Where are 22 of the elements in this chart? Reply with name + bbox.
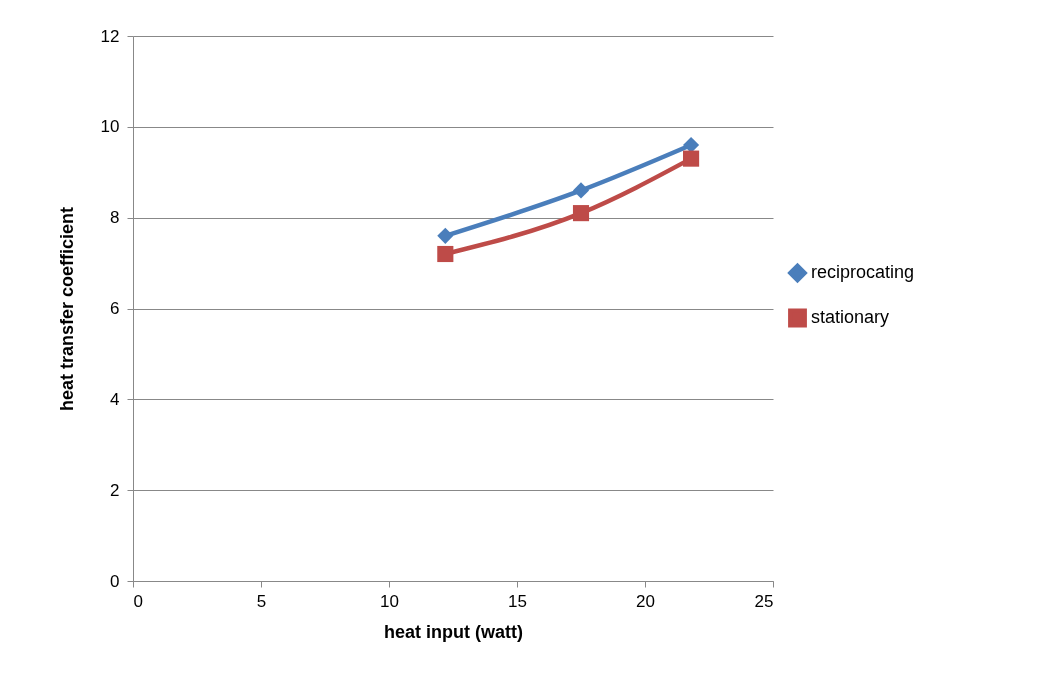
point bbox=[683, 150, 700, 167]
x-tick-label: 10 bbox=[380, 591, 399, 611]
y-tick-label: 0 bbox=[110, 571, 120, 591]
y-tick-label: 12 bbox=[100, 26, 120, 46]
x-tick-label: 15 bbox=[508, 591, 527, 611]
legend-label: reciprocating bbox=[811, 262, 915, 282]
x-tick-label: 0 bbox=[133, 591, 143, 611]
y-tick-label: 6 bbox=[110, 299, 120, 318]
legend-label: stationary bbox=[811, 307, 890, 327]
x-tick-label: 20 bbox=[636, 591, 655, 611]
y-tick-label: 8 bbox=[110, 208, 120, 228]
y-tick-label: 10 bbox=[100, 117, 120, 137]
point bbox=[572, 205, 590, 222]
point bbox=[572, 182, 590, 199]
x-tick-label: 5 bbox=[256, 591, 267, 611]
y-axis-title: heat transfer coefficient bbox=[56, 206, 77, 412]
point bbox=[437, 227, 454, 244]
point bbox=[437, 245, 454, 263]
x-axis-title: heat input (watt) bbox=[384, 621, 523, 642]
y-tick-label: 2 bbox=[110, 480, 120, 500]
x-tick-label: 25 bbox=[754, 591, 774, 611]
y-tick-label: 4 bbox=[110, 389, 120, 409]
